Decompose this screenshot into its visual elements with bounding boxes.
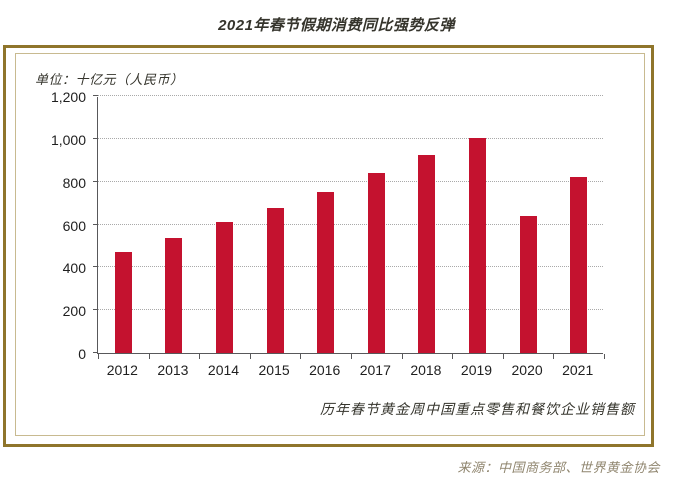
y-axis-tick	[93, 352, 98, 353]
y-axis-tick	[93, 180, 98, 182]
gridline	[98, 95, 603, 96]
source-note: 来源：中国商务部、世界黄金协会	[457, 460, 660, 475]
bar-2021	[570, 177, 588, 353]
bar-2016	[317, 191, 335, 353]
x-axis-label: 2017	[359, 362, 391, 378]
x-axis-label: 2018	[410, 362, 442, 378]
x-axis-label: 2021	[562, 362, 594, 378]
bar-2018	[418, 154, 436, 353]
x-axis-label: 2020	[511, 362, 543, 378]
y-axis-tick	[93, 223, 98, 225]
y-axis-tick	[93, 137, 98, 139]
x-axis-tick	[502, 354, 504, 359]
x-axis-tick	[249, 354, 251, 359]
bar-2019	[469, 137, 486, 353]
chart-frame-inner	[15, 53, 645, 436]
chart-caption: 历年春节黄金周中国重点零售和餐饮企业销售额	[320, 401, 635, 417]
bar-2020	[519, 215, 537, 353]
gridline	[98, 266, 603, 268]
plot-area	[93, 95, 605, 359]
y-axis-label: 1,000	[50, 131, 86, 148]
y-axis-tick	[93, 266, 98, 268]
gridline	[98, 223, 603, 225]
y-axis-label: 600	[62, 217, 86, 234]
x-axis-label: 2016	[309, 362, 341, 378]
x-axis-tick	[351, 354, 352, 359]
x-axis-tick	[553, 354, 555, 359]
x-axis-tick	[604, 354, 605, 359]
y-axis-tick	[93, 309, 98, 311]
chart-title: 2021年春节假期消费同比强势反弹	[218, 17, 455, 34]
bar-2014	[216, 222, 233, 353]
y-axis-tick	[93, 95, 98, 96]
x-axis-label: 2012	[106, 362, 138, 378]
bar-2012	[114, 252, 132, 353]
gridline	[98, 180, 603, 182]
x-axis-tick	[300, 354, 302, 359]
bar-2017	[367, 173, 385, 353]
x-axis-tick	[148, 354, 150, 359]
x-axis-tick	[401, 354, 403, 359]
y-axis-label: 0	[78, 346, 86, 362]
x-axis-tick	[98, 354, 99, 359]
x-axis-tick	[199, 354, 201, 359]
y-axis-label: 400	[62, 260, 86, 277]
x-axis-tick	[452, 354, 454, 359]
x-axis-label: 2014	[207, 362, 240, 378]
x-axis-label: 2013	[157, 362, 189, 378]
y-axis-label: 800	[62, 174, 86, 191]
x-axis-label: 2015	[258, 362, 290, 378]
unit-label: 单位：十亿元（人民币）	[35, 72, 184, 87]
gridline	[98, 309, 603, 311]
y-axis-label: 200	[62, 303, 86, 320]
bar-2015	[266, 207, 284, 353]
x-axis-label: 2019	[460, 362, 493, 378]
y-axis-label: 1,200	[50, 89, 86, 105]
gridline	[98, 137, 603, 139]
bar-2013	[165, 237, 183, 353]
